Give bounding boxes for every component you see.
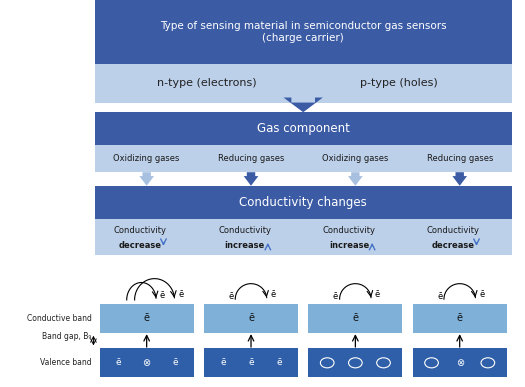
Text: Oxidizing gases: Oxidizing gases bbox=[322, 154, 388, 163]
Bar bbox=[94, 145, 512, 172]
Text: increase: increase bbox=[329, 241, 369, 250]
Text: ē: ē bbox=[352, 313, 359, 323]
Text: ⊗: ⊗ bbox=[456, 358, 464, 368]
Text: Oxidizing gases: Oxidizing gases bbox=[113, 154, 180, 163]
Bar bbox=[94, 64, 512, 103]
Bar bbox=[94, 0, 512, 64]
Text: ē: ē bbox=[270, 290, 276, 299]
Text: ē: ē bbox=[375, 290, 380, 299]
Text: Conductivity: Conductivity bbox=[218, 226, 271, 235]
Bar bbox=[100, 304, 194, 333]
Text: Valence band: Valence band bbox=[40, 358, 92, 367]
Bar bbox=[413, 304, 507, 333]
Text: Conductive band: Conductive band bbox=[27, 314, 92, 323]
Text: Conductivity: Conductivity bbox=[114, 226, 167, 235]
Text: Conductivity: Conductivity bbox=[322, 226, 375, 235]
Text: ē: ē bbox=[276, 358, 282, 367]
Polygon shape bbox=[139, 172, 154, 186]
Text: Type of sensing material in semiconductor gas sensors
(charge carrier): Type of sensing material in semiconducto… bbox=[160, 21, 446, 43]
Bar bbox=[94, 112, 512, 145]
Bar bbox=[94, 186, 512, 219]
Text: Band gap, B₉: Band gap, B₉ bbox=[43, 332, 92, 341]
Text: decrease: decrease bbox=[119, 241, 162, 250]
Bar bbox=[100, 348, 194, 377]
Text: ē: ē bbox=[116, 358, 121, 367]
Text: increase: increase bbox=[225, 241, 265, 250]
Text: ē: ē bbox=[178, 290, 183, 299]
Bar bbox=[204, 348, 298, 377]
Polygon shape bbox=[348, 172, 363, 186]
Bar bbox=[308, 348, 402, 377]
Text: ē: ē bbox=[248, 358, 254, 367]
Text: ē: ē bbox=[333, 291, 338, 301]
Text: Conductivity: Conductivity bbox=[427, 226, 480, 235]
Bar bbox=[94, 219, 512, 255]
Bar bbox=[204, 304, 298, 333]
Text: ē: ē bbox=[160, 291, 165, 300]
Text: ē: ē bbox=[172, 358, 177, 367]
Text: p-type (holes): p-type (holes) bbox=[360, 78, 438, 88]
Text: ē: ē bbox=[479, 290, 484, 299]
Text: Conductivity changes: Conductivity changes bbox=[239, 196, 367, 209]
Bar bbox=[308, 304, 402, 333]
Text: ē: ē bbox=[437, 291, 443, 301]
Text: ⊗: ⊗ bbox=[143, 358, 151, 368]
Bar bbox=[413, 348, 507, 377]
Text: ē: ē bbox=[248, 313, 254, 323]
Text: Reducing gases: Reducing gases bbox=[426, 154, 493, 163]
Text: ē: ē bbox=[144, 313, 150, 323]
Text: Reducing gases: Reducing gases bbox=[218, 154, 284, 163]
Text: ē: ē bbox=[457, 313, 463, 323]
Text: decrease: decrease bbox=[432, 241, 475, 250]
Text: n-type (electrons): n-type (electrons) bbox=[158, 78, 257, 88]
Polygon shape bbox=[284, 98, 323, 112]
Polygon shape bbox=[244, 172, 258, 186]
Text: Gas component: Gas component bbox=[257, 122, 350, 135]
Text: ē: ē bbox=[228, 291, 234, 301]
Text: ē: ē bbox=[220, 358, 226, 367]
Polygon shape bbox=[453, 172, 467, 186]
